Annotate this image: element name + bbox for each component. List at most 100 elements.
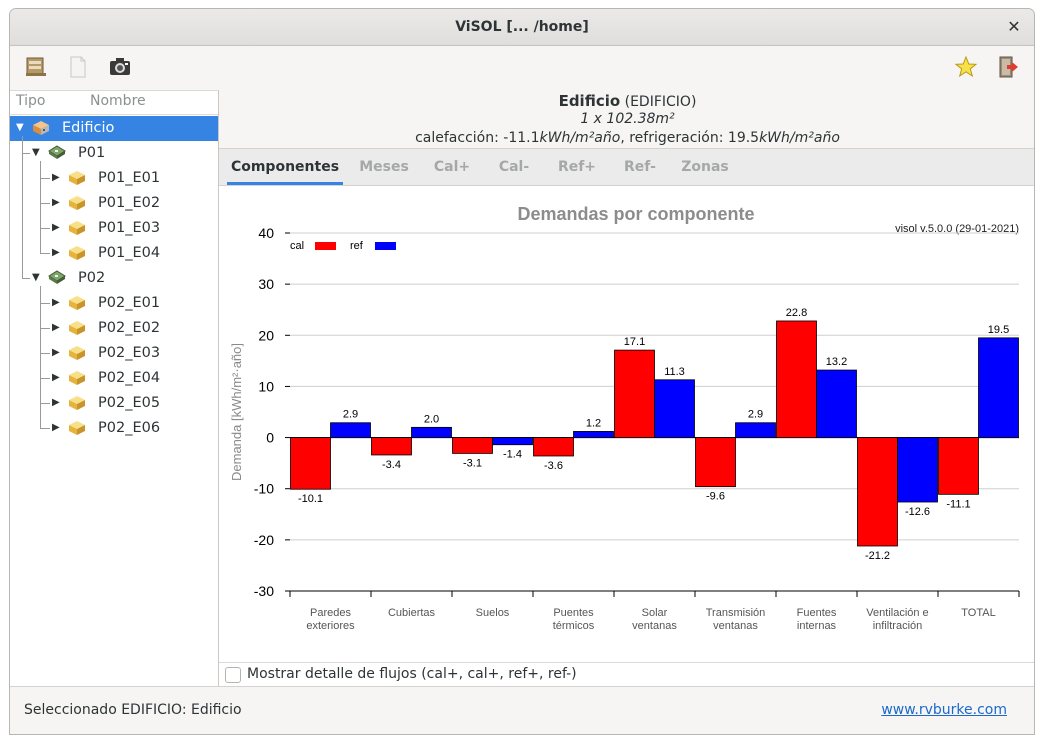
y-tick-label: -20	[254, 532, 274, 548]
tab-ref-plus[interactable]: Ref+	[557, 159, 597, 175]
x-category-label: Paredes	[310, 607, 351, 619]
tab-componentes[interactable]: Componentes	[227, 149, 343, 185]
collapse-icon[interactable]: ▼	[32, 147, 40, 158]
data-label-ref: 2.9	[748, 409, 763, 421]
bar-ref	[411, 426, 452, 438]
bar-cal	[857, 437, 898, 547]
tree-row-p01-e03[interactable]: ▶ P01_E03	[10, 216, 218, 241]
y-tick-label: -30	[254, 583, 274, 599]
expand-icon[interactable]: ▶	[52, 372, 60, 383]
detail-pane: Edificio (EDIFICIO) 1 x 102.38m² calefac…	[219, 90, 1034, 686]
expand-icon[interactable]: ▶	[52, 197, 60, 208]
tab-cal-minus[interactable]: Cal-	[498, 159, 530, 175]
bar-ref	[735, 422, 776, 438]
tree-row-p01-e02[interactable]: ▶ P01_E02	[10, 191, 218, 216]
website-link[interactable]: www.rvburke.com	[881, 702, 1007, 718]
open-folder-button[interactable]	[24, 55, 50, 81]
data-label-cal: 22.8	[786, 307, 807, 319]
exit-icon	[999, 56, 1018, 78]
x-category-label: Cubiertas	[388, 607, 436, 619]
favorite-button[interactable]	[954, 55, 980, 81]
expand-icon[interactable]: ▶	[52, 172, 60, 183]
tree-connector	[40, 286, 41, 428]
x-category-label: Transmisión	[706, 607, 766, 619]
bar-cal	[938, 437, 979, 495]
bar-ref	[816, 369, 857, 438]
tree-item-label: P01_E02	[98, 195, 161, 211]
tree-row-p01-e04[interactable]: ▶ P01_E04	[10, 241, 218, 266]
bar-cal	[533, 437, 574, 457]
bar-ref	[330, 422, 371, 438]
show-flow-detail-checkbox[interactable]	[225, 667, 241, 683]
screenshot-button[interactable]	[108, 55, 134, 81]
expand-icon[interactable]: ▶	[52, 397, 60, 408]
expand-icon[interactable]: ▶	[52, 322, 60, 333]
space-icon	[68, 395, 86, 411]
bar-cal	[452, 437, 493, 454]
element-tree[interactable]: Tipo Nombre ▼ Edificio ▼ P01 ▶ P01_E01 ▶ P01_E0…	[10, 90, 219, 686]
tree-column-nombre[interactable]: Nombre	[90, 93, 146, 109]
data-label-cal: -3.1	[463, 457, 482, 469]
data-label-cal: -3.6	[544, 460, 563, 472]
ref-label: refrigeración:	[629, 130, 724, 146]
data-label-ref: 11.3	[664, 366, 685, 378]
tree-row-p02-e05[interactable]: ▶ P02_E05	[10, 391, 218, 416]
space-icon	[68, 220, 86, 236]
exit-button[interactable]	[996, 55, 1022, 81]
tree-item-label: P02	[78, 270, 106, 286]
ref-value: 19.5	[727, 130, 760, 146]
chart-title: Demandas por componente	[517, 204, 754, 224]
tree-row-p01-e01[interactable]: ▶ P01_E01	[10, 166, 218, 191]
tree-connector	[40, 178, 50, 179]
legend-swatch-cal	[315, 242, 336, 250]
detail-bar: Mostrar detalle de flujos (cal+, cal+, r…	[219, 662, 1034, 686]
x-category-label: ventanas	[713, 620, 758, 632]
y-tick-label: 40	[258, 225, 274, 241]
new-document-button[interactable]	[66, 55, 92, 81]
tab-zonas[interactable]: Zonas	[681, 159, 729, 175]
bar-cal	[614, 349, 655, 438]
expand-icon[interactable]: ▶	[52, 422, 60, 433]
tree-row-p02-e06[interactable]: ▶ P02_E06	[10, 416, 218, 441]
show-flow-detail-label[interactable]: Mostrar detalle de flujos (cal+, cal+, r…	[247, 666, 577, 682]
tab-meses[interactable]: Meses	[359, 159, 409, 175]
cal-value: -11.1	[503, 130, 540, 146]
space-icon	[68, 170, 86, 186]
x-category-label: exteriores	[306, 620, 355, 632]
cal-label: calefacción:	[415, 130, 499, 146]
tree-connector	[40, 203, 50, 204]
x-category-label: Solar	[642, 607, 668, 619]
tree-connector	[22, 136, 23, 278]
expand-icon[interactable]: ▶	[52, 222, 60, 233]
title-bar[interactable]: ViSOL [... /home] ✕	[10, 9, 1034, 46]
tree-item-label: Edificio	[62, 120, 115, 136]
tree-row-edificio[interactable]: ▼ Edificio	[10, 116, 218, 141]
info-type: (EDIFICIO)	[624, 94, 697, 110]
tree-row-p02-e01[interactable]: ▶ P02_E01	[10, 291, 218, 316]
info-title: Edificio (EDIFICIO)	[219, 92, 1034, 110]
tree-connector	[22, 153, 30, 154]
tree-row-p02-e02[interactable]: ▶ P02_E02	[10, 316, 218, 341]
data-label-ref: -12.6	[905, 506, 930, 518]
expand-icon[interactable]: ▶	[52, 297, 60, 308]
tree-connector	[40, 161, 41, 253]
tab-ref-minus[interactable]: Ref-	[624, 159, 656, 175]
close-icon: ✕	[1007, 17, 1021, 36]
tree-column-tipo[interactable]: Tipo	[16, 93, 46, 109]
close-button[interactable]: ✕	[1002, 15, 1026, 39]
tab-cal-plus[interactable]: Cal+	[433, 159, 471, 175]
collapse-icon[interactable]: ▼	[16, 122, 24, 133]
tree-row-p02[interactable]: ▼ P02	[10, 266, 218, 291]
expand-icon[interactable]: ▶	[52, 347, 60, 358]
bar-cal	[371, 437, 412, 456]
tree-row-p02-e04[interactable]: ▶ P02_E04	[10, 366, 218, 391]
tree-row-p01[interactable]: ▼ P01	[10, 141, 218, 166]
expand-icon[interactable]: ▶	[52, 247, 60, 258]
tree-item-label: P02_E05	[98, 395, 161, 411]
tree-connector	[40, 428, 50, 429]
tree-item-label: P02_E04	[98, 370, 161, 386]
tree-row-p02-e03[interactable]: ▶ P02_E03	[10, 341, 218, 366]
tree-item-label: P01	[78, 145, 106, 161]
space-icon	[68, 195, 86, 211]
collapse-icon[interactable]: ▼	[32, 272, 40, 283]
